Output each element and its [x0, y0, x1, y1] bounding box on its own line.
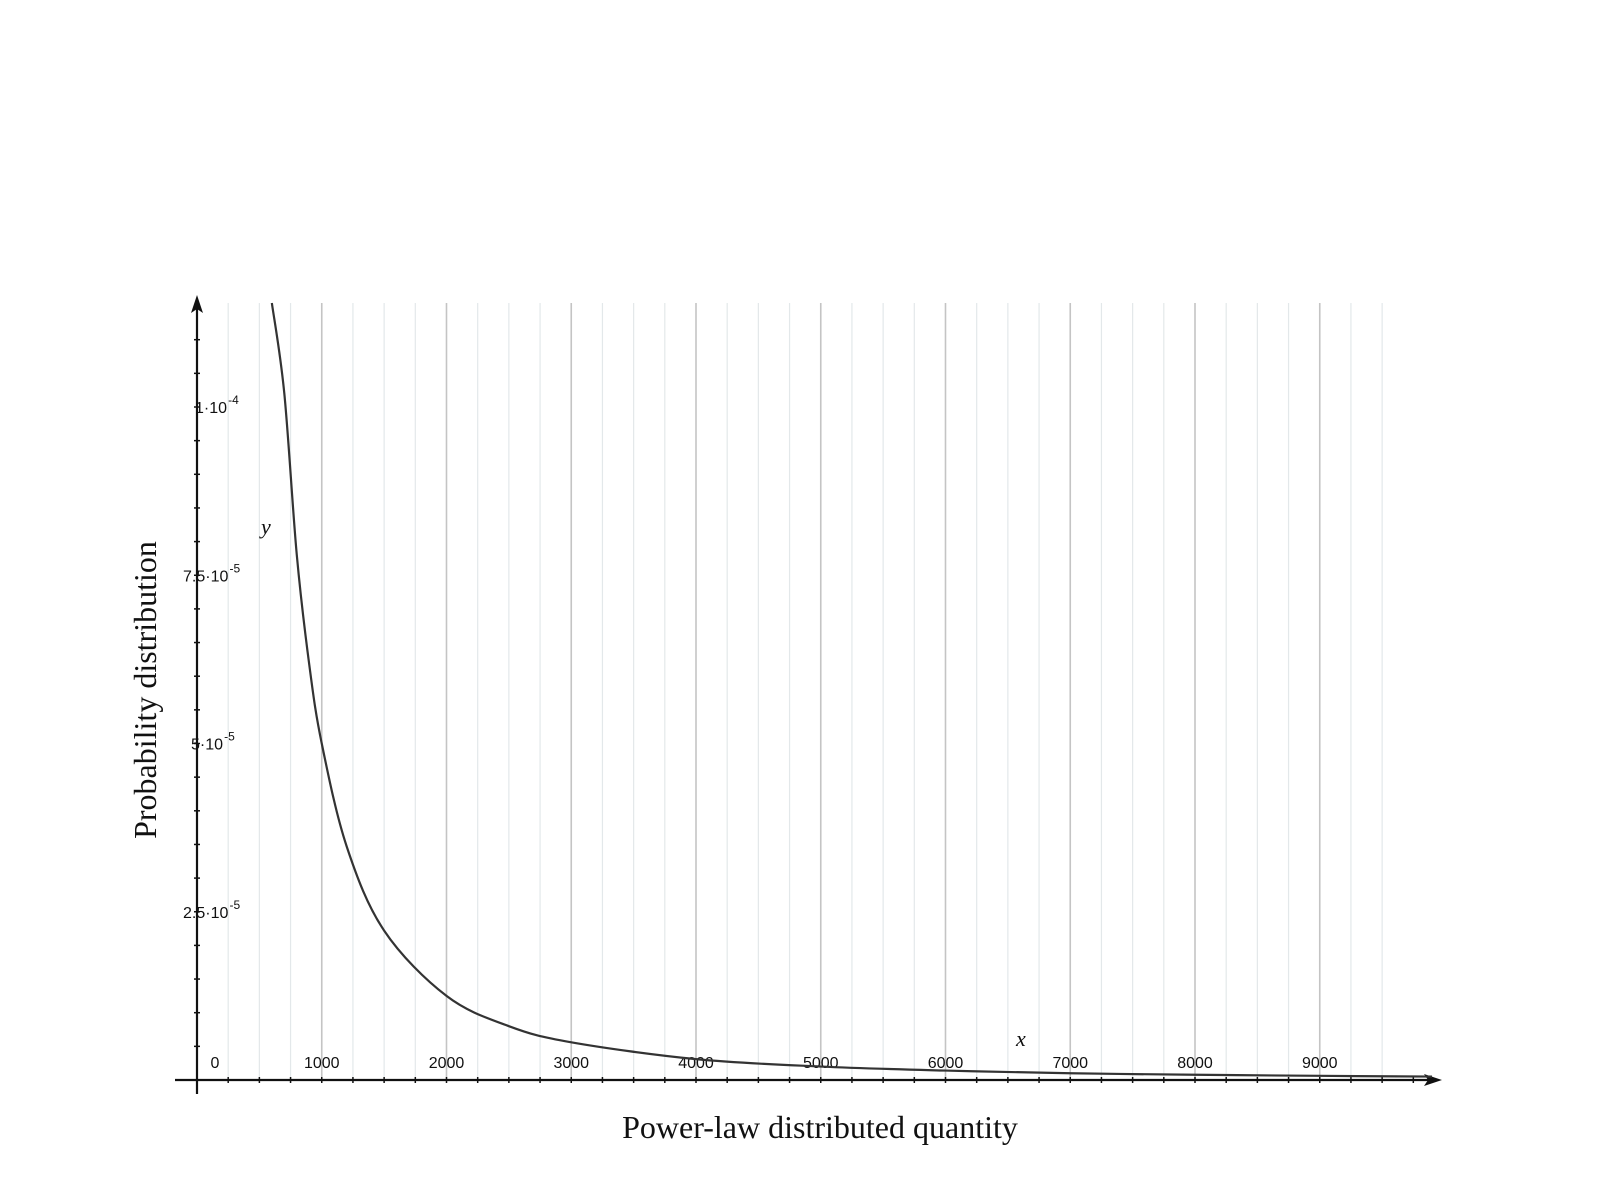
x-tick-label: 9000 — [1302, 1055, 1338, 1072]
x-tick-label: 0 — [211, 1055, 220, 1072]
y-tick-exponent: -5 — [224, 730, 235, 744]
grid-lines — [227, 303, 1383, 1080]
y-tick-exponent: -5 — [229, 561, 240, 575]
x-axis-title: Power-law distributed quantity — [622, 1109, 1018, 1145]
power-law-curve — [270, 302, 1433, 1078]
y-tick-label: 1·10 — [195, 400, 227, 417]
y-tick-label: 7.5·10 — [183, 568, 228, 585]
x-tick-label: 1000 — [304, 1055, 340, 1072]
axes — [175, 295, 1442, 1094]
x-axis-symbol: x — [1015, 1026, 1026, 1051]
y-tick-exponent: -5 — [229, 898, 240, 912]
y-tick-label: 2.5·10 — [183, 905, 228, 922]
y-tick-label: 5·10 — [191, 737, 223, 754]
series-layer — [270, 302, 1433, 1078]
y-axis-title: Probability distribution — [127, 541, 163, 839]
x-tick-label: 3000 — [553, 1055, 589, 1072]
y-tick-labels: 2.5·10 -55·10 -57.5·10 -51·10 -4 — [183, 393, 240, 922]
x-tick-label: 6000 — [928, 1055, 964, 1072]
y-tick-exponent: -4 — [228, 393, 239, 407]
x-tick-label: 5000 — [803, 1055, 839, 1072]
y-axis-symbol: y — [259, 514, 271, 539]
y-axis-arrow — [191, 295, 203, 313]
x-tick-label: 7000 — [1052, 1055, 1088, 1072]
x-tick-label: 2000 — [429, 1055, 465, 1072]
x-tick-label: 8000 — [1177, 1055, 1213, 1072]
